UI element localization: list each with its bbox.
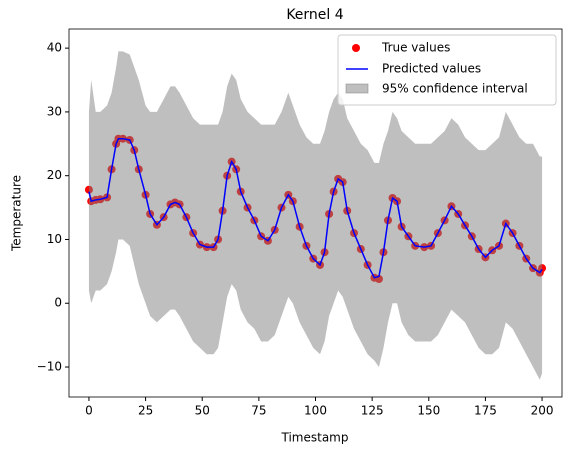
x-tick-label: 175 <box>474 404 497 418</box>
predicted-line <box>88 137 543 279</box>
legend-label: Predicted values <box>382 62 481 76</box>
y-tick-label: −10 <box>37 360 62 374</box>
y-axis-label: Temperature <box>10 175 24 252</box>
x-tick-label: 0 <box>85 404 93 418</box>
y-tick-label: 10 <box>47 232 62 246</box>
y-tick-label: 30 <box>47 104 62 118</box>
x-tick-label: 125 <box>361 404 384 418</box>
legend-box <box>337 34 557 106</box>
y-tick-label: 40 <box>47 41 62 55</box>
confidence-band <box>88 51 543 380</box>
x-tick-label: 150 <box>417 404 440 418</box>
y-tick-label: 0 <box>54 296 62 310</box>
x-axis-label: Timestamp <box>281 431 349 445</box>
legend-label: 95% confidence interval <box>382 82 528 96</box>
x-tick-label: 75 <box>251 404 266 418</box>
legend-marker <box>352 44 360 52</box>
legend-marker <box>345 83 369 94</box>
legend-label: True values <box>381 41 450 55</box>
y-tick-label: 20 <box>47 168 62 182</box>
x-tick-label: 100 <box>304 404 327 418</box>
x-tick-label: 200 <box>531 404 554 418</box>
chart-title: Kernel 4 <box>286 7 343 23</box>
x-tick-label: 50 <box>195 404 210 418</box>
x-tick-label: 25 <box>138 404 153 418</box>
